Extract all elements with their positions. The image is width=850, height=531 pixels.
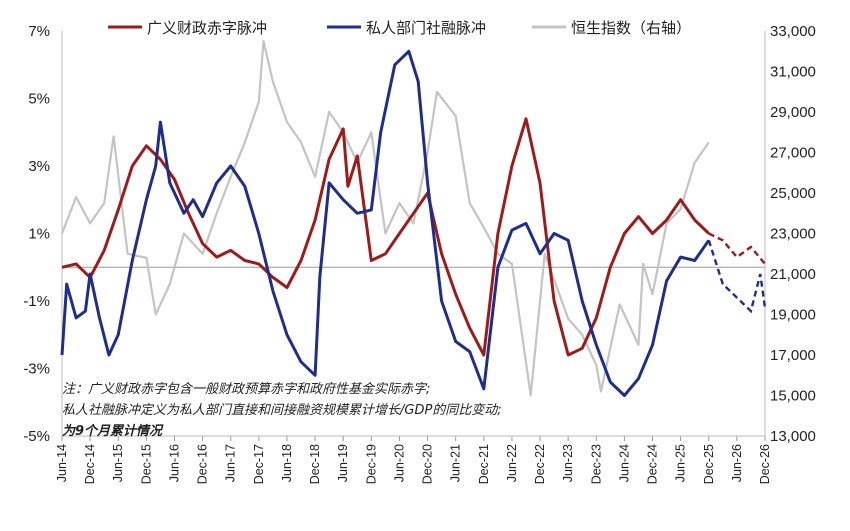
x-tick-label: Jun-21 [449,444,463,482]
x-tick-label: Jun-22 [505,444,519,482]
right-tick-label: 15,000 [770,388,816,405]
x-axis-ticks: Jun-14 Dec-14 Jun-15 Dec-15 Jun-16 Dec-16 Jun-… [55,436,772,484]
series-layer [60,40,767,397]
note-line-1: 注：广义财政赤字包含一般财政预算赤字和政府性基金实际赤字; [62,381,430,397]
x-tick-label: Dec-14 [83,444,97,484]
x-tick-label: Jun-17 [224,444,238,482]
note-line-2: 私人社融脉冲定义为私人部门直接和间接融资规模累计增长/GDP的同比变动; [62,402,502,418]
left-tick-label: 7% [28,23,50,40]
right-axis-ticks: 33,000 31,000 29,000 27,000 25,000 23,000 21,0… [770,23,816,445]
x-tick-label: Jun-20 [392,444,406,482]
x-tick-label: Dec-20 [421,444,435,484]
right-tick-label: 31,000 [770,64,816,81]
right-tick-label: 23,000 [770,226,816,243]
x-tick-label: Jun-15 [111,444,125,482]
right-tick-label: 13,000 [770,428,816,445]
x-tick-label: Dec-23 [589,444,603,484]
series-line-fiscal [61,117,710,357]
x-tick-label: Dec-24 [646,444,660,484]
x-tick-label: Dec-26 [758,444,772,484]
x-tick-label: Jun-24 [617,444,631,482]
left-tick-label: 1% [28,226,50,243]
right-tick-label: 17,000 [770,347,816,364]
right-tick-label: 19,000 [770,307,816,324]
chart-note: 注：广义财政赤字包含一般财政预算赤字和政府性基金实际赤字; 私人社融脉冲定义为私… [62,381,502,439]
x-tick-label: Dec-15 [139,444,153,484]
x-tick-label: Dec-19 [364,444,378,484]
x-tick-label: Dec-16 [196,444,210,484]
left-tick-label: 5% [28,91,50,108]
x-tick-label: Jun-16 [167,444,181,482]
x-tick-label: Jun-25 [674,444,688,482]
right-tick-label: 21,000 [770,266,816,283]
x-tick-label: Jun-23 [561,444,575,482]
x-tick-label: Jun-19 [336,444,350,482]
right-tick-label: 25,000 [770,185,816,202]
legend-label-fiscal: 广义财政赤字脉冲 [147,19,267,37]
x-tick-label: Dec-17 [252,444,266,484]
x-tick-label: Dec-18 [308,444,322,484]
right-tick-label: 33,000 [770,23,816,40]
x-tick-label: Jun-26 [730,444,744,482]
legend-label-hsi: 恒生指数（右轴） [571,19,691,37]
series-line-hsi [60,40,710,397]
x-tick-label: Dec-22 [533,444,547,484]
left-tick-label: 3% [28,158,50,175]
right-tick-label: 29,000 [770,104,816,121]
x-tick-label: Jun-14 [55,444,69,482]
x-tick-label: Jun-18 [280,444,294,482]
series-forecast-fiscal [708,232,766,265]
left-tick-label: -3% [23,361,50,378]
right-tick-label: 27,000 [770,145,816,162]
legend-label-credit: 私人部门社融脉冲 [366,19,486,37]
series-line-credit [60,49,711,397]
series-forecast-credit [707,239,767,314]
note-line-3: 为9个月累计情况 [62,423,164,439]
left-tick-label: -1% [23,293,50,310]
x-tick-label: Dec-25 [702,444,716,484]
left-axis-ticks: 7% 5% 3% 1% -1% -3% -5% [23,23,50,445]
x-tick-label: Dec-21 [477,444,491,484]
left-tick-label: -5% [23,428,50,445]
legend: 广义财政赤字脉冲 私人部门社融脉冲 恒生指数（右轴） [108,19,691,37]
